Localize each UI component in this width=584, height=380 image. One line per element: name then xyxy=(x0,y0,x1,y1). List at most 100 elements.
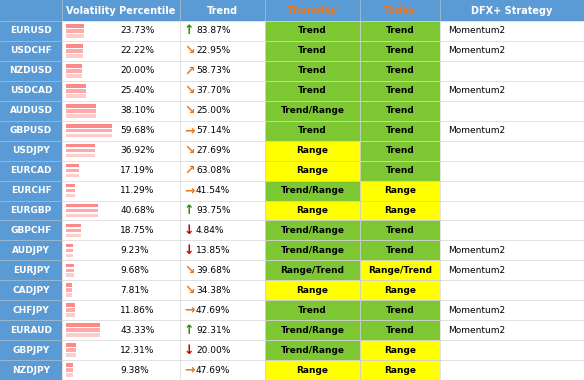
Bar xyxy=(0,260,584,280)
Bar xyxy=(66,29,85,33)
Text: 25.40%: 25.40% xyxy=(120,86,155,95)
Text: 9.23%: 9.23% xyxy=(120,246,149,255)
Text: Range: Range xyxy=(384,286,416,295)
Text: 11.86%: 11.86% xyxy=(120,306,155,315)
Bar xyxy=(265,81,360,101)
Bar xyxy=(0,161,62,180)
Text: Trend: Trend xyxy=(207,5,238,16)
Text: EURAUD: EURAUD xyxy=(10,326,52,335)
Text: Trend: Trend xyxy=(298,27,327,35)
Bar xyxy=(66,323,100,327)
Text: AUDJPY: AUDJPY xyxy=(12,246,50,255)
Text: 27.69%: 27.69% xyxy=(196,146,230,155)
Text: ↓: ↓ xyxy=(184,244,194,257)
Bar xyxy=(440,320,584,340)
Text: ↑: ↑ xyxy=(184,204,194,217)
Bar xyxy=(66,144,95,147)
Bar xyxy=(66,353,75,357)
Bar xyxy=(0,180,62,201)
Text: 40.68%: 40.68% xyxy=(120,206,155,215)
Text: Trend: Trend xyxy=(298,86,327,95)
Bar xyxy=(66,274,74,277)
Text: 41.54%: 41.54% xyxy=(196,186,230,195)
Bar xyxy=(265,61,360,81)
Bar xyxy=(360,141,440,161)
Text: ↗: ↗ xyxy=(184,164,194,177)
Text: 20.00%: 20.00% xyxy=(120,66,155,75)
Text: 47.69%: 47.69% xyxy=(196,366,230,375)
Text: Trend/Range: Trend/Range xyxy=(280,106,345,115)
Text: 59.68%: 59.68% xyxy=(120,126,155,135)
Text: GBPJPY: GBPJPY xyxy=(12,345,50,355)
Bar xyxy=(66,368,73,372)
Text: EURJPY: EURJPY xyxy=(13,266,50,275)
Text: →: → xyxy=(184,124,194,137)
Text: 17.19%: 17.19% xyxy=(120,166,155,175)
Bar xyxy=(66,283,72,287)
Text: USDJPY: USDJPY xyxy=(12,146,50,155)
Text: 83.87%: 83.87% xyxy=(196,27,231,35)
Bar xyxy=(66,24,85,28)
Text: 7.81%: 7.81% xyxy=(120,286,149,295)
Text: Momentum2: Momentum2 xyxy=(448,46,505,55)
Bar xyxy=(265,41,360,61)
Bar xyxy=(0,280,62,300)
Bar xyxy=(66,124,112,128)
Bar xyxy=(440,280,584,300)
Bar xyxy=(265,220,360,241)
Bar xyxy=(66,54,84,58)
Bar xyxy=(66,164,79,168)
Bar xyxy=(66,253,73,257)
Text: 25.00%: 25.00% xyxy=(196,106,230,115)
Bar xyxy=(66,303,75,307)
Bar xyxy=(265,101,360,121)
Text: 4.84%: 4.84% xyxy=(196,226,224,235)
Text: CHFJPY: CHFJPY xyxy=(13,306,50,315)
Bar xyxy=(66,249,73,252)
Text: 12.31%: 12.31% xyxy=(120,345,155,355)
Bar xyxy=(66,49,84,53)
Bar xyxy=(265,280,360,300)
Bar xyxy=(0,280,584,300)
Text: ↗: ↗ xyxy=(184,64,194,78)
Text: NZDUSD: NZDUSD xyxy=(9,66,53,75)
Text: ↘: ↘ xyxy=(184,264,194,277)
Bar xyxy=(360,101,440,121)
Bar xyxy=(66,129,112,133)
Text: Trend: Trend xyxy=(298,126,327,135)
Text: 23.73%: 23.73% xyxy=(120,27,155,35)
Bar xyxy=(265,121,360,141)
Text: Trend: Trend xyxy=(385,27,415,35)
Text: Range: Range xyxy=(297,286,328,295)
Bar xyxy=(440,141,584,161)
Bar xyxy=(0,220,62,241)
Bar xyxy=(66,234,81,237)
Bar xyxy=(265,360,360,380)
Bar xyxy=(66,189,75,192)
Text: 37.70%: 37.70% xyxy=(196,86,231,95)
Text: ↘: ↘ xyxy=(184,104,194,117)
Text: Range/Trend: Range/Trend xyxy=(368,266,432,275)
Bar xyxy=(265,241,360,260)
Text: ↘: ↘ xyxy=(184,84,194,97)
Bar xyxy=(265,201,360,220)
Bar xyxy=(440,201,584,220)
Bar xyxy=(360,241,440,260)
Bar xyxy=(440,121,584,141)
Bar xyxy=(0,21,62,41)
Bar xyxy=(66,34,85,38)
Text: USDCHF: USDCHF xyxy=(10,46,52,55)
Text: Trend: Trend xyxy=(385,126,415,135)
Bar xyxy=(66,328,100,332)
Bar xyxy=(0,61,62,81)
Bar xyxy=(66,363,73,367)
Bar xyxy=(66,314,75,317)
Text: Trend: Trend xyxy=(298,66,327,75)
Text: ↘: ↘ xyxy=(184,284,194,297)
Text: Trend: Trend xyxy=(385,166,415,175)
Bar xyxy=(66,114,96,117)
Text: Trend/Range: Trend/Range xyxy=(280,246,345,255)
Bar xyxy=(0,340,584,360)
Bar xyxy=(66,209,98,212)
Bar xyxy=(66,169,79,173)
